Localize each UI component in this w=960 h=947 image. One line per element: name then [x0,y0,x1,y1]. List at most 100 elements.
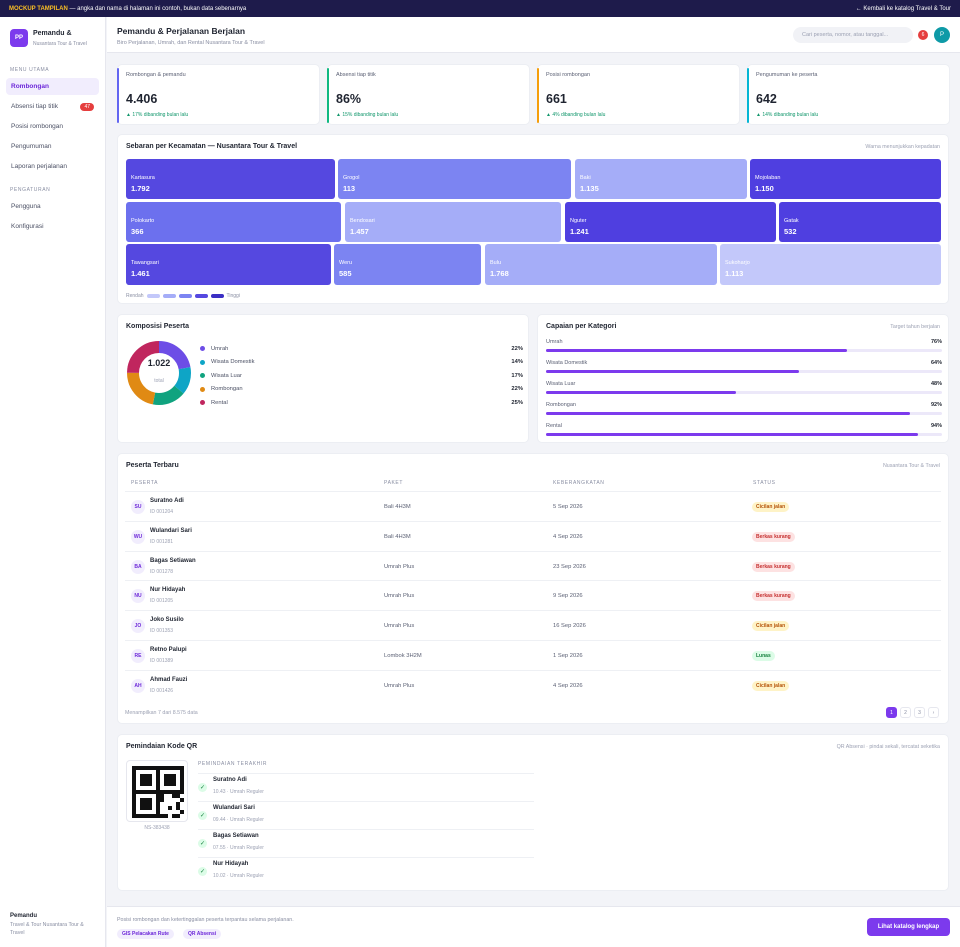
page-title: Pemandu & Perjalanan Berjalan [117,26,246,36]
treemap-cell-grogol[interactable]: Grogol 113 [338,159,571,199]
participant-name: Joko Susilo [150,617,184,624]
treemap-cell-name: Grogol [343,175,360,181]
table-row[interactable]: NU Nur Hidayah ID 001205 Umrah Plus 9 Sep 20… [125,580,941,610]
treemap-cell-tawangsari[interactable]: Tawangsari 1.461 [126,244,331,285]
scan-meta: 09.44 · Umrah Reguler [213,817,264,823]
treemap-cell-value: 113 [343,184,356,193]
page-header: Pemandu & Perjalanan Berjalan Biro Perja… [107,17,960,53]
sidebar-item-laporan[interactable]: Laporan perjalanan [6,158,99,175]
back-to-catalog-link[interactable]: ← Kembali ke katalog Travel & Tour [855,5,951,12]
treemap-cell-name: Gatak [784,218,799,224]
achievement-pct: 48% [930,381,942,387]
notification-badge[interactable]: 6 [918,30,928,40]
view-catalog-button[interactable]: Lihat katalog lengkap [867,918,950,936]
scan-meta: 10.43 · Umrah Reguler [213,789,264,795]
nav-section-main: MENU UTAMA [10,67,50,73]
scan-item: ✓ Bagas Setiawan 07.55 · Umrah Reguler [198,829,534,857]
treemap-cell-sukoharjo[interactable]: Sukoharjo 1.113 [720,244,941,285]
scan-name: Wulandari Sari [213,805,255,811]
departure-date: 4 Sep 2026 [553,682,583,689]
treemap-cell-polokarto[interactable]: Polokarto 366 [126,202,341,242]
table-row[interactable]: JO Joko Susilo ID 001353 Umrah Plus 16 Sep 2… [125,610,941,640]
treemap-cell-bulu[interactable]: Bulu 1.768 [485,244,717,285]
scan-item: ✓ Wulandari Sari 09.44 · Umrah Reguler [198,801,534,829]
sidebar-item-konfigurasi[interactable]: Konfigurasi [6,218,99,235]
treemap-cell-kartasura[interactable]: Kartasura 1.792 [126,159,335,199]
scan-meta: 07.55 · Umrah Reguler [213,845,264,851]
kpi-card-absensi: Absensi tiap titik 86% ▲ 15% dibanding b… [327,64,530,125]
kpi-change: ▲ 4% dibanding bulan lalu [546,112,606,118]
sidebar-item-absensi[interactable]: Absensi tiap titik 47 [6,98,99,115]
treemap-cell-name: Bulu [490,260,502,266]
chip-qr[interactable]: QR Absensi [183,929,222,939]
achievement-pct: 64% [930,360,942,366]
progress-fill [546,433,919,436]
treemap-cell-weru[interactable]: Weru 585 [334,244,481,285]
page-button-2[interactable]: 2 [900,707,911,718]
sidebar-item-pengumuman[interactable]: Pengumuman [6,138,99,155]
avatar: NU [131,589,145,604]
kpi-label: Rombongan & pemandu [126,72,186,78]
participant-name: Wulandari Sari [150,527,192,534]
donut-slice-rombongan [127,341,191,405]
table-row[interactable]: SU Suratno Adi ID 001204 Bali 4H3M 5 Sep 202… [125,491,941,521]
progress-track [546,412,942,415]
treemap-cell-value: 1.150 [755,184,774,193]
sidebar-item-rombongan[interactable]: Rombongan [6,78,99,95]
treemap-cell-nguter[interactable]: Nguter 1.241 [565,202,776,242]
progress-track [546,349,942,352]
treemap-cell-name: Bendosari [350,218,375,224]
treemap-cell-bendosari[interactable]: Bendosari 1.457 [345,202,561,242]
page-button-3[interactable]: 3 [914,707,925,718]
qr-code [126,760,188,822]
table-row[interactable]: WU Wulandari Sari ID 001281 Bali 4H3M 4 Sep … [125,520,941,551]
sidebar-item-label: Absensi tiap titik [11,103,58,110]
composition-label: Rental [211,399,228,406]
chip-gis[interactable]: GIS Pelacakan Rute [117,929,174,939]
treemap-cell-value: 1.792 [131,184,150,193]
participants-note: Nusantara Tour & Travel [882,463,940,469]
page-button-1[interactable]: 1 [886,707,897,718]
kpi-accent [747,68,749,123]
table-row[interactable]: BA Bagas Setiawan ID 001278 Umrah Plus 23 Se… [125,550,941,581]
user-avatar[interactable]: P [934,27,950,43]
departure-date: 4 Sep 2026 [553,533,583,540]
table-row[interactable]: AH Ahmad Fauzi ID 001426 Umrah Plus 4 Sep 20… [125,669,941,700]
treemap-cell-baki[interactable]: Baki 1.135 [575,159,747,199]
kpi-card-rombongan: Rombongan & pemandu 4.406 ▲ 17% dibandin… [117,64,320,125]
treemap-cell-value: 1.457 [350,227,369,236]
donut-slice-rental [127,341,191,405]
composition-item: Rental 25% [200,396,523,410]
avatar: WU [131,529,145,544]
scan-meta: 10.02 · Umrah Reguler [213,873,264,879]
achievement-card: Capaian per Kategori Target tahun berjal… [537,314,949,443]
status-badge: Cicilan jalan [752,680,790,691]
composition-item: Umrah 22% [200,342,523,356]
composition-label: Wisata Domestik [211,359,255,366]
col-header-keberangkatan: KEBERANGKATAN [553,480,605,486]
avatar: JO [131,619,145,634]
next-page-button[interactable]: › [928,707,939,718]
sidebar-item-pengguna[interactable]: Pengguna [6,198,99,215]
treemap-cell-mojolaban[interactable]: Mojolaban 1.150 [750,159,941,199]
legend-dot [200,346,205,352]
kpi-label: Posisi rombongan [546,72,591,78]
sidebar-item-posisi[interactable]: Posisi rombongan [6,118,99,135]
legend-low-label: Rendah [126,293,144,299]
search-input[interactable]: Cari peserta, nomor, atau tanggal... [793,27,913,43]
package: Umrah Plus [384,593,415,600]
check-icon: ✓ [198,867,207,876]
donut-slice-wisata-domestik [127,341,191,405]
legend-swatch [194,294,208,298]
participant-name: Suratno Adi [150,498,184,504]
achievement-pct: 94% [930,423,942,429]
treemap-card: Sebaran per Kecamatan — Nusantara Tour &… [117,134,949,304]
treemap-cell-gatak[interactable]: Gatak 532 [779,202,941,242]
treemap-cell-value: 1.241 [570,227,589,236]
achievement-list: Umrah 76% Wisata Domestik 64% Wisata Luar 48%… [546,339,942,444]
table-row[interactable]: RE Retno Palupi ID 001389 Lombok 3H2M 1 Sep … [125,640,941,670]
sidebar-item-label: Pengumuman [11,143,52,150]
composition-card: Komposisi Peserta 1.022 total Umrah 22% Wi… [117,314,529,443]
treemap-cell-name: Tawangsari [131,260,159,266]
pagination: 1 2 3 › [886,707,939,718]
